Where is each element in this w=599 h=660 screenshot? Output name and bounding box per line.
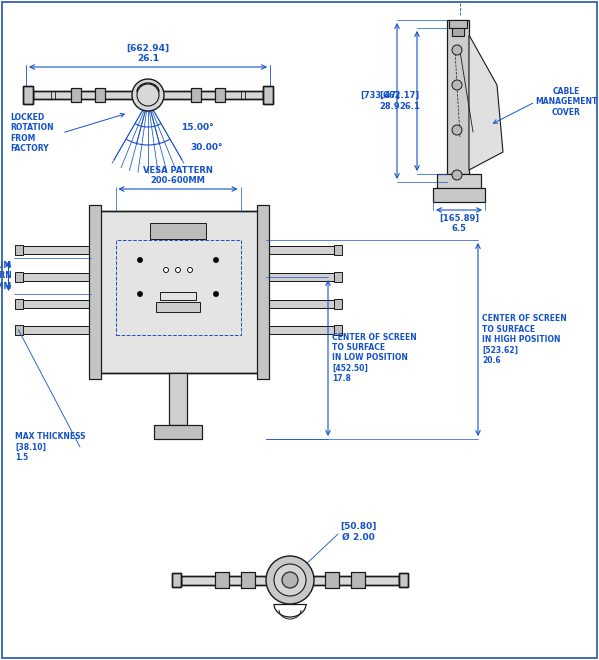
Bar (14, 325, 23, 335)
Text: VESA PATTERN
200-600MM: VESA PATTERN 200-600MM (143, 166, 213, 185)
Bar (215, 572, 229, 588)
Bar (241, 572, 255, 588)
Bar (172, 573, 181, 587)
Bar (23, 273, 90, 281)
Bar (265, 246, 334, 254)
Bar (265, 273, 334, 281)
Bar (265, 300, 334, 308)
Circle shape (138, 257, 143, 263)
Bar (95, 88, 105, 102)
Bar (23, 326, 90, 334)
Circle shape (452, 125, 462, 135)
Bar (334, 272, 341, 282)
Circle shape (452, 80, 462, 90)
Bar (215, 88, 225, 102)
Bar (89, 205, 101, 379)
Bar (89, 205, 101, 379)
Bar (351, 572, 365, 588)
Bar (433, 188, 485, 202)
Bar (90, 211, 265, 373)
Bar (23, 246, 90, 254)
Circle shape (452, 170, 462, 180)
Bar (215, 88, 225, 102)
Bar (437, 174, 481, 190)
Bar (433, 188, 485, 202)
Bar (334, 299, 341, 309)
Bar (399, 573, 408, 587)
Bar (437, 174, 481, 190)
Circle shape (266, 556, 314, 604)
Bar (160, 292, 196, 300)
Text: MAX THICKNESS
[38.10]
1.5: MAX THICKNESS [38.10] 1.5 (15, 432, 86, 462)
Bar (452, 28, 464, 36)
Bar (263, 86, 273, 104)
Bar (154, 425, 202, 439)
Bar (241, 572, 255, 588)
Text: CABLE
MANAGEMENT
COVER: CABLE MANAGEMENT COVER (535, 87, 597, 117)
Bar (181, 576, 399, 585)
Bar (325, 572, 339, 588)
Circle shape (132, 79, 164, 111)
Bar (263, 86, 273, 104)
Bar (33, 91, 263, 99)
Circle shape (213, 292, 219, 296)
Bar (334, 325, 341, 335)
Bar (23, 86, 33, 104)
Text: CENTER OF SCREEN
TO SURFACE
IN LOW POSITION
[452.50]
17.8: CENTER OF SCREEN TO SURFACE IN LOW POSIT… (332, 333, 417, 383)
Text: 30.00°: 30.00° (190, 143, 222, 152)
Bar (447, 20, 469, 174)
Bar (181, 576, 399, 585)
Bar (14, 245, 23, 255)
Bar (265, 300, 334, 308)
Text: CENTER OF SCREEN
TO SURFACE
IN HIGH POSITION
[523.62]
20.6: CENTER OF SCREEN TO SURFACE IN HIGH POSI… (482, 314, 567, 365)
Text: [662.94]
26.1: [662.94] 26.1 (126, 44, 170, 63)
Bar (33, 91, 263, 99)
Bar (154, 425, 202, 439)
Bar (95, 88, 105, 102)
Polygon shape (469, 35, 503, 170)
Text: 15.00°: 15.00° (181, 123, 214, 131)
Bar (191, 88, 201, 102)
Bar (256, 205, 268, 379)
Bar (23, 86, 33, 104)
Bar (449, 20, 467, 28)
Bar (23, 246, 90, 254)
Bar (215, 572, 229, 588)
Bar (334, 245, 341, 255)
Circle shape (176, 267, 180, 273)
Circle shape (164, 267, 168, 273)
Circle shape (138, 292, 143, 296)
Bar (150, 223, 206, 239)
Bar (256, 205, 268, 379)
Bar (191, 88, 201, 102)
Bar (265, 246, 334, 254)
Bar (169, 373, 187, 425)
Bar (172, 573, 181, 587)
Bar (399, 573, 408, 587)
Bar (14, 299, 23, 309)
Bar (71, 88, 81, 102)
Bar (351, 572, 365, 588)
Text: [165.89]
6.5: [165.89] 6.5 (439, 214, 479, 234)
Bar (447, 20, 469, 174)
Text: MAXIMUM
VESA PATTERN
400MM: MAXIMUM VESA PATTERN 400MM (0, 261, 11, 291)
Bar (265, 326, 334, 334)
Text: LOCKED
ROTATION
FROM
FACTORY: LOCKED ROTATION FROM FACTORY (10, 113, 54, 153)
Bar (325, 572, 339, 588)
Circle shape (274, 564, 306, 596)
Circle shape (452, 45, 462, 55)
Bar (71, 88, 81, 102)
Text: [733.47]
28.9: [733.47] 28.9 (360, 91, 400, 111)
Text: [662.17]
26.1: [662.17] 26.1 (380, 91, 420, 111)
Bar (23, 326, 90, 334)
Bar (265, 273, 334, 281)
Bar (23, 300, 90, 308)
Bar (116, 240, 241, 335)
Bar (14, 272, 23, 282)
Text: [50.80]
Ø 2.00: [50.80] Ø 2.00 (340, 522, 376, 542)
Bar (265, 326, 334, 334)
Bar (90, 211, 265, 373)
Circle shape (282, 572, 298, 588)
Bar (23, 273, 90, 281)
Bar (169, 373, 187, 425)
